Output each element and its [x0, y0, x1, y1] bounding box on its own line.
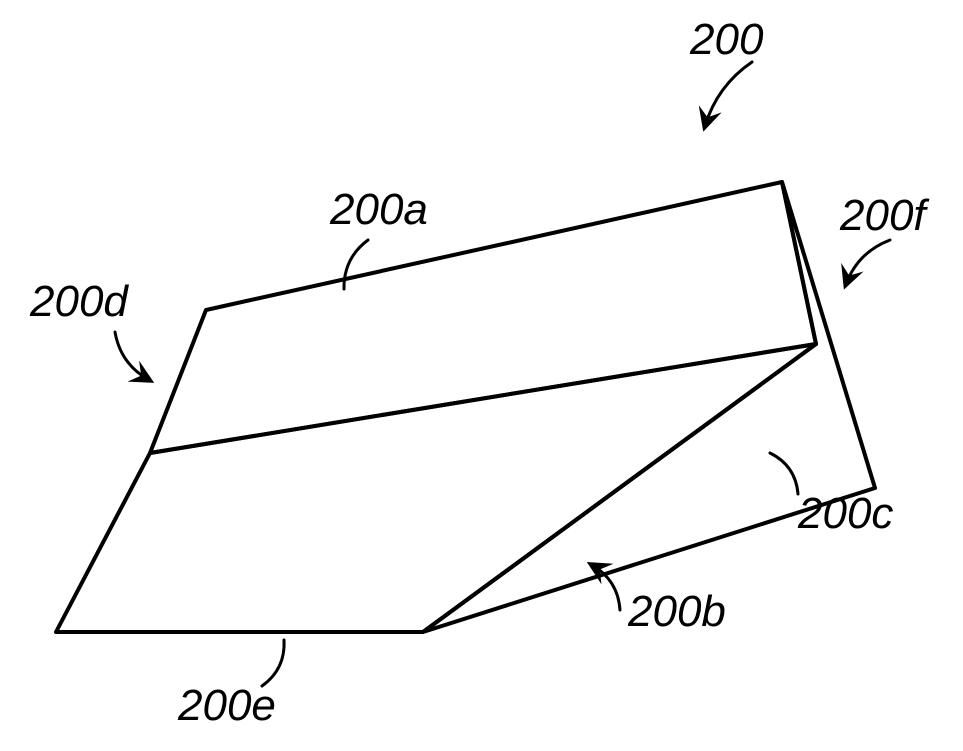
label-200: 200	[689, 15, 764, 64]
patent-figure: 200 200a 200b 200c 200d 200e 200f	[0, 0, 963, 751]
ingot-shape	[56, 182, 875, 632]
label-200c: 200c	[797, 489, 893, 538]
reference-labels: 200 200a 200b 200c 200d 200e 200f	[29, 15, 930, 730]
label-200d: 200d	[29, 277, 129, 326]
label-200a: 200a	[329, 185, 428, 234]
label-200f: 200f	[839, 191, 930, 240]
label-200e: 200e	[177, 681, 276, 730]
label-200b: 200b	[627, 587, 726, 636]
